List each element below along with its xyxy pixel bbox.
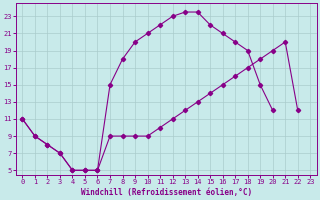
X-axis label: Windchill (Refroidissement éolien,°C): Windchill (Refroidissement éolien,°C) (81, 188, 252, 197)
